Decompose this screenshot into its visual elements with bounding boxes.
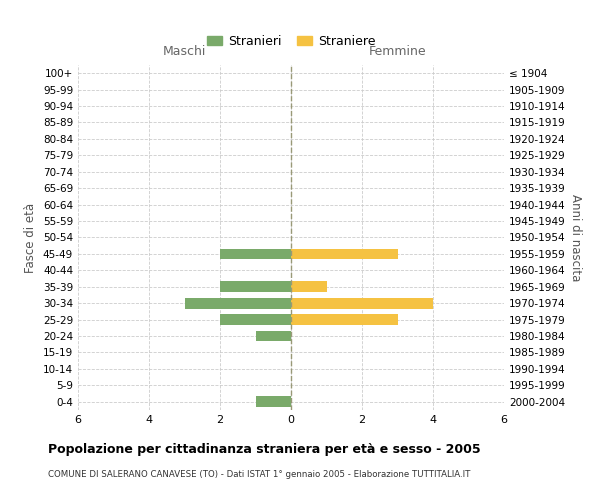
Bar xyxy=(220,282,291,292)
Bar xyxy=(185,298,291,308)
Text: COMUNE DI SALERANO CANAVESE (TO) - Dati ISTAT 1° gennaio 2005 - Elaborazione TUT: COMUNE DI SALERANO CANAVESE (TO) - Dati … xyxy=(48,470,470,479)
Text: Popolazione per cittadinanza straniera per età e sesso - 2005: Popolazione per cittadinanza straniera p… xyxy=(48,442,481,456)
Bar xyxy=(291,314,398,325)
Bar xyxy=(291,298,433,308)
Bar xyxy=(256,330,291,342)
Bar xyxy=(291,248,398,260)
Bar xyxy=(291,282,326,292)
Y-axis label: Fasce di età: Fasce di età xyxy=(25,202,37,272)
Bar xyxy=(220,314,291,325)
Bar xyxy=(256,396,291,407)
Text: Maschi: Maschi xyxy=(163,45,206,58)
Y-axis label: Anni di nascita: Anni di nascita xyxy=(569,194,582,281)
Legend: Stranieri, Straniere: Stranieri, Straniere xyxy=(202,30,380,53)
Text: Femmine: Femmine xyxy=(368,45,427,58)
Bar xyxy=(220,248,291,260)
